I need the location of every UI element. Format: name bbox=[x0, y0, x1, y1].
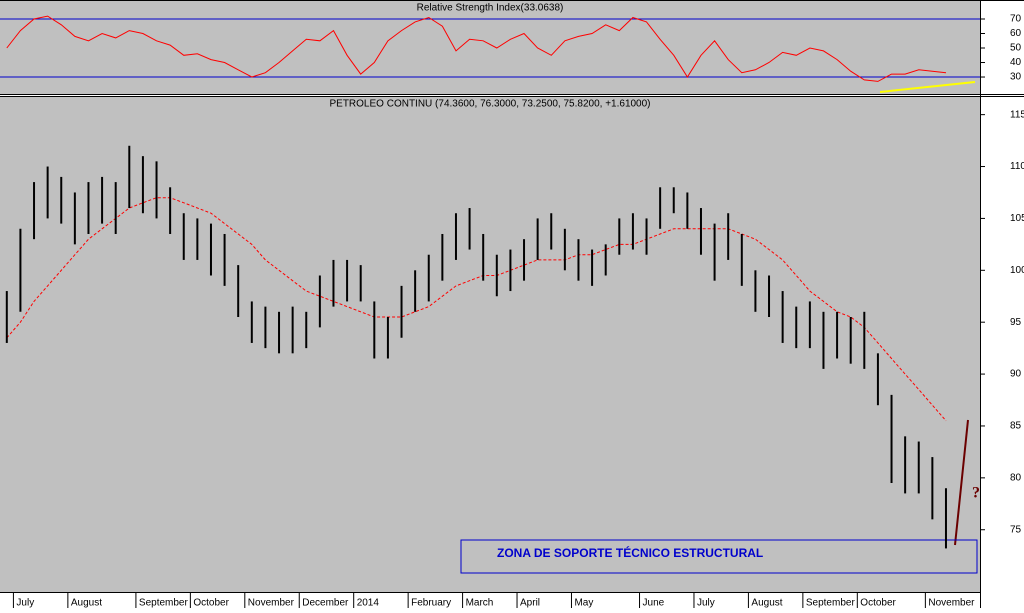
x-tick-label: December bbox=[302, 598, 349, 608]
y-tick-label: 75 bbox=[1010, 524, 1022, 535]
x-tick-label: August bbox=[71, 598, 102, 608]
support-label: ZONA DE SOPORTE TÉCNICO ESTRUCTURAL bbox=[497, 545, 763, 560]
x-tick-label: June bbox=[643, 598, 665, 608]
y-tick-label: 90 bbox=[1010, 369, 1022, 380]
x-tick-label: July bbox=[697, 598, 715, 608]
y-tick-label: 60 bbox=[1010, 28, 1022, 39]
rsi-title: Relative Strength Index(33.0638) bbox=[417, 3, 564, 14]
y-tick-label: 30 bbox=[1010, 72, 1022, 83]
y-tick-label: 115 bbox=[1010, 109, 1024, 120]
support-zone bbox=[460, 539, 978, 574]
moving-average bbox=[6, 197, 947, 422]
x-tick-label: February bbox=[411, 598, 451, 608]
rsi-panel bbox=[0, 0, 980, 94]
y-tick-label: 105 bbox=[1010, 213, 1024, 224]
x-tick-label: September bbox=[139, 598, 189, 608]
x-tick-label: March bbox=[466, 598, 494, 608]
y-tick-label: 50 bbox=[1010, 43, 1022, 54]
trendline bbox=[879, 81, 976, 93]
price-panel bbox=[0, 96, 980, 592]
y-tick-label: 85 bbox=[1010, 421, 1022, 432]
x-tick-label: May bbox=[574, 598, 593, 608]
y-tick-label: 95 bbox=[1010, 317, 1022, 328]
x-tick-label: April bbox=[520, 598, 540, 608]
price-title: PETROLEO CONTINU (74.3600, 76.3000, 73.2… bbox=[329, 99, 650, 110]
projection-line bbox=[954, 419, 969, 546]
x-tick-label: July bbox=[16, 598, 34, 608]
x-tick-label: November bbox=[928, 598, 975, 608]
y-tick-label: 40 bbox=[1010, 57, 1022, 68]
y-tick-label: 110 bbox=[1010, 161, 1024, 172]
y-tick-label: 70 bbox=[1010, 14, 1022, 25]
x-tick-label: August bbox=[751, 598, 782, 608]
question-mark: ? bbox=[972, 485, 980, 502]
x-tick-label: October bbox=[193, 598, 229, 608]
x-tick-label: November bbox=[248, 598, 295, 608]
x-tick-label: 2014 bbox=[357, 598, 380, 608]
y-tick-label: 80 bbox=[1010, 472, 1022, 483]
x-tick-label: October bbox=[860, 598, 896, 608]
x-tick-label: September bbox=[806, 598, 856, 608]
y-tick-label: 100 bbox=[1010, 265, 1024, 276]
rsi-line bbox=[6, 15, 947, 82]
